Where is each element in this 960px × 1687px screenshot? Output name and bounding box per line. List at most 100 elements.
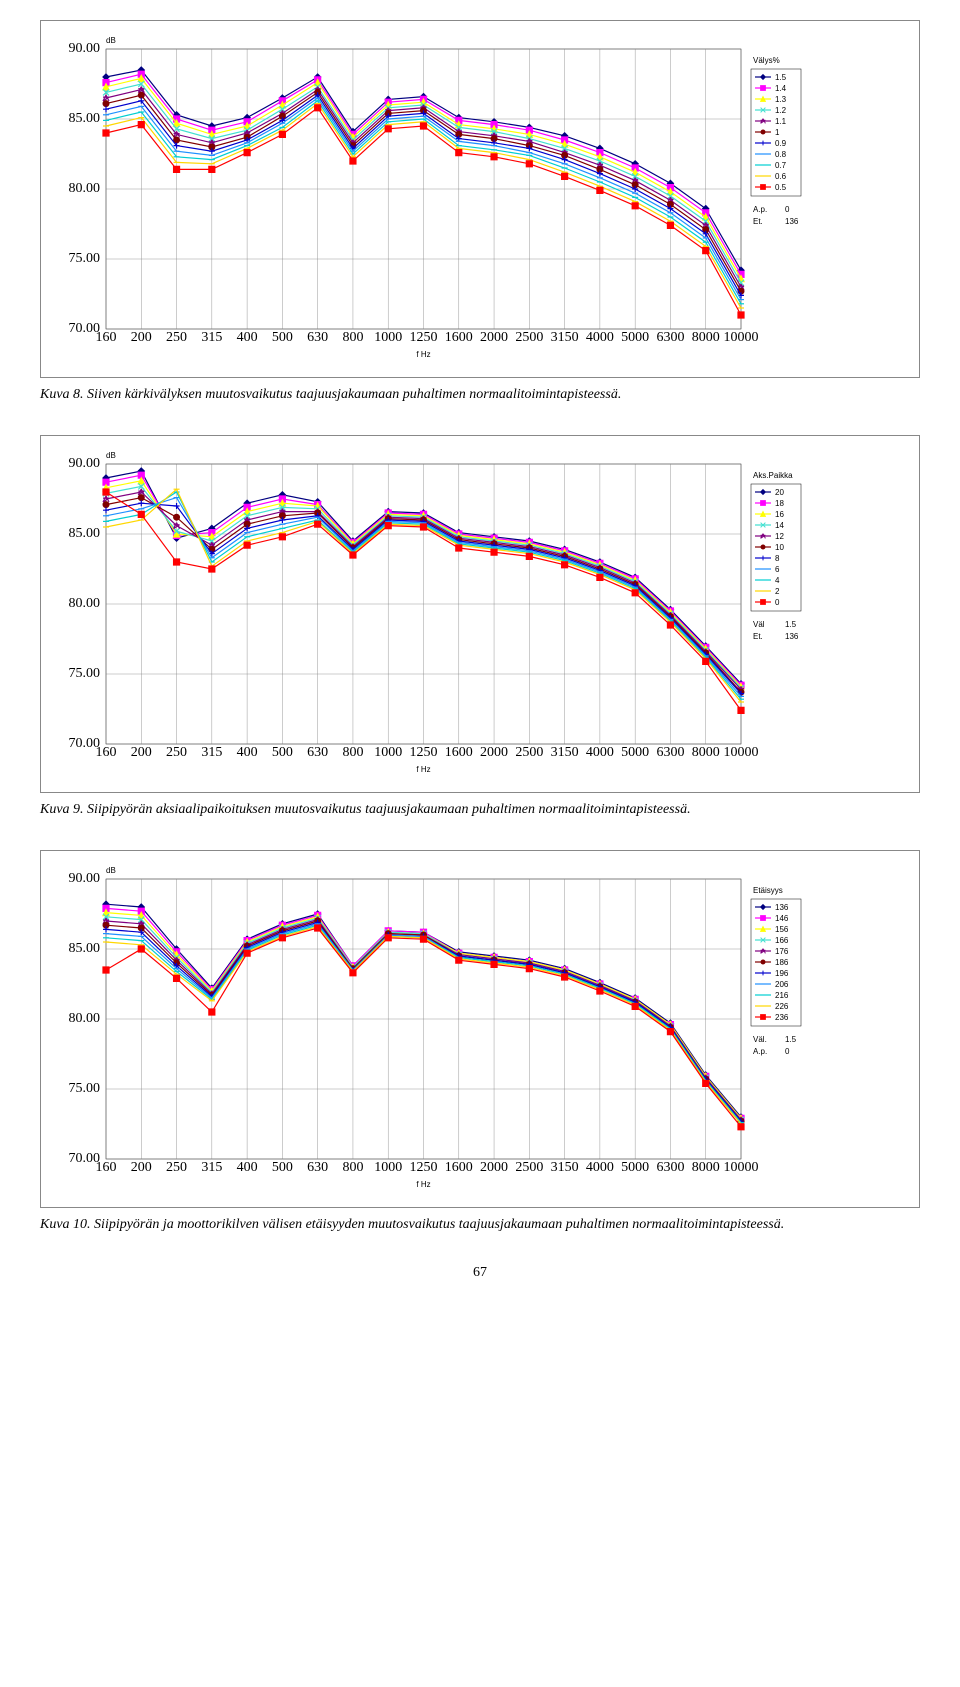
series-marker	[632, 1003, 638, 1009]
legend-item-label: 14	[775, 521, 784, 530]
legend-item-label: 1.3	[775, 95, 787, 104]
series-marker	[562, 974, 568, 980]
series-marker	[138, 511, 144, 517]
series-marker	[385, 935, 391, 941]
x-tick-label: 8000	[692, 330, 720, 345]
chart-info-value: 1.5	[785, 1035, 797, 1044]
x-tick-label: 4000	[586, 1160, 614, 1175]
series-marker	[138, 946, 144, 952]
x-tick-label: 630	[307, 745, 328, 760]
x-tick-label: 2500	[515, 1160, 543, 1175]
legend-item-label: 4	[775, 576, 780, 585]
chart2-svg: 70.0075.0080.0085.0090.00160200250315400…	[51, 446, 871, 786]
x-tick-label: 800	[342, 745, 363, 760]
series-marker	[597, 574, 603, 580]
legend-item-label: 176	[775, 947, 789, 956]
series-marker	[103, 489, 109, 495]
x-tick-label: 400	[237, 745, 258, 760]
series-marker	[138, 122, 144, 128]
series-marker	[632, 590, 638, 596]
legend-item-label: 226	[775, 1002, 789, 1011]
x-tick-label: 4000	[586, 745, 614, 760]
series-marker	[738, 312, 744, 318]
legend-item-label: 196	[775, 969, 789, 978]
series-marker	[456, 545, 462, 551]
series-marker	[597, 187, 603, 193]
y-tick-label: 90.00	[69, 871, 101, 886]
series-marker	[526, 161, 532, 167]
x-tick-label: 2500	[515, 330, 543, 345]
x-tick-label: 200	[131, 745, 152, 760]
x-tick-label: 3150	[551, 330, 579, 345]
legend-item-label: 6	[775, 565, 780, 574]
series-marker	[703, 1080, 709, 1086]
series-marker	[421, 936, 427, 942]
x-tick-label: 500	[272, 1160, 293, 1175]
series-marker	[421, 524, 427, 530]
series-marker	[456, 150, 462, 156]
series-marker	[385, 522, 391, 528]
legend-item-label: 0.6	[775, 172, 787, 181]
series-marker	[385, 126, 391, 132]
series-marker	[562, 173, 568, 179]
y-axis-label: dB	[106, 451, 116, 460]
series-marker	[244, 542, 250, 548]
x-tick-label: 200	[131, 330, 152, 345]
series-marker	[279, 534, 285, 540]
legend-item-label: 1.2	[775, 106, 787, 115]
series-marker	[174, 975, 180, 981]
legend-item-label: 0.7	[775, 161, 787, 170]
y-tick-label: 90.00	[69, 41, 101, 56]
x-tick-label: 1250	[410, 1160, 438, 1175]
x-tick-label: 1600	[445, 330, 473, 345]
series-marker	[174, 559, 180, 565]
x-tick-label: 160	[96, 745, 117, 760]
chart-info-value: 1.5	[785, 620, 797, 629]
series-marker	[244, 150, 250, 156]
series-marker	[738, 1124, 744, 1130]
series-marker	[350, 970, 356, 976]
x-tick-label: 1000	[374, 330, 402, 345]
legend-item-label: 216	[775, 991, 789, 1000]
series-marker	[632, 203, 638, 209]
x-tick-label: 250	[166, 745, 187, 760]
legend-item-label: 2	[775, 587, 780, 596]
legend-item-label: 0.5	[775, 183, 787, 192]
series-marker	[138, 92, 144, 98]
x-tick-label: 1000	[374, 1160, 402, 1175]
series-marker	[526, 965, 532, 971]
x-axis-label: f Hz	[416, 1180, 430, 1189]
legend-item-label: 186	[775, 958, 789, 967]
series-marker	[491, 154, 497, 160]
legend-item-label: 1.5	[775, 73, 787, 82]
x-tick-label: 8000	[692, 1160, 720, 1175]
series-marker	[597, 988, 603, 994]
legend-item-label: 206	[775, 980, 789, 989]
x-tick-label: 160	[96, 1160, 117, 1175]
y-axis-label: dB	[106, 866, 116, 875]
x-tick-label: 3150	[551, 1160, 579, 1175]
x-tick-label: 315	[201, 745, 222, 760]
x-tick-label: 250	[166, 1160, 187, 1175]
x-axis-label: f Hz	[416, 765, 430, 774]
series-marker	[103, 501, 109, 507]
x-tick-label: 500	[272, 745, 293, 760]
series-marker	[209, 166, 215, 172]
x-tick-label: 315	[201, 1160, 222, 1175]
legend-item-label: 166	[775, 936, 789, 945]
series-marker	[138, 494, 144, 500]
series-marker	[703, 248, 709, 254]
x-tick-label: 10000	[724, 745, 759, 760]
x-tick-label: 2500	[515, 745, 543, 760]
legend-item-label: 136	[775, 903, 789, 912]
y-axis-label: dB	[106, 36, 116, 45]
series-marker	[562, 562, 568, 568]
series-marker	[103, 101, 109, 107]
series-marker	[279, 131, 285, 137]
x-tick-label: 500	[272, 330, 293, 345]
x-tick-label: 1000	[374, 745, 402, 760]
x-tick-label: 5000	[621, 745, 649, 760]
y-tick-label: 85.00	[69, 526, 101, 541]
x-tick-label: 6300	[656, 1160, 684, 1175]
chart3-svg: 70.0075.0080.0085.0090.00160200250315400…	[51, 861, 871, 1201]
